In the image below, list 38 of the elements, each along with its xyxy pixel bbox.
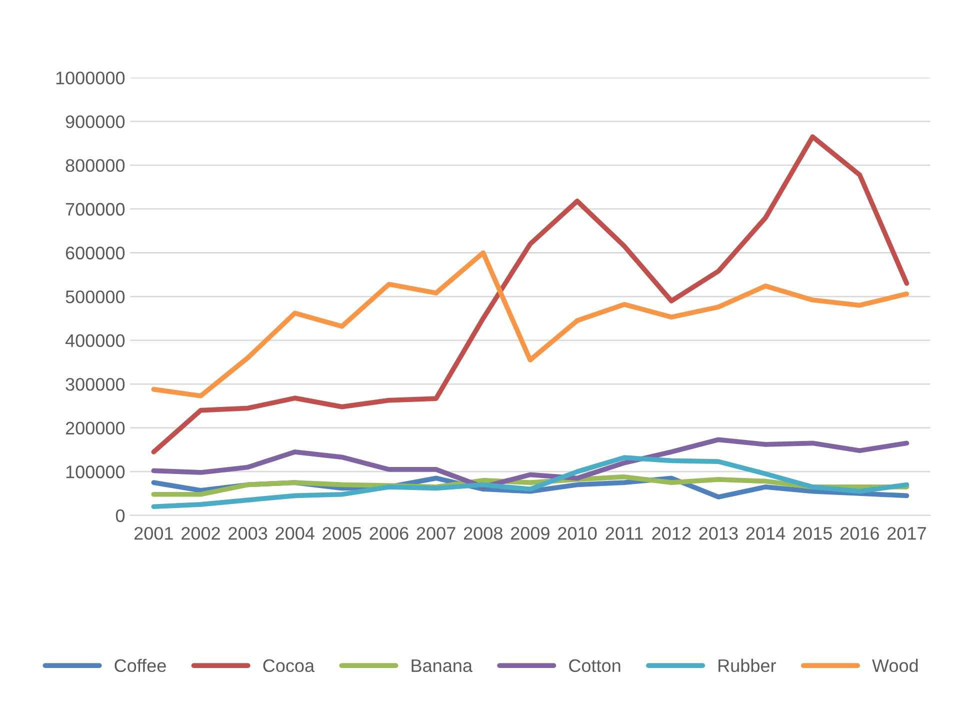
y-tick-label: 1000000	[56, 72, 125, 84]
x-tick-label: 2011	[606, 526, 643, 540]
y-tick-label: 800000	[66, 159, 125, 172]
x-tick-label: 2013	[699, 526, 738, 540]
x-tick-label: 2012	[652, 526, 691, 540]
line-series	[151, 437, 910, 490]
y-tick-label: 600000	[66, 246, 125, 260]
x-tick-label: 2014	[746, 526, 786, 540]
x-tick-label: 2001	[134, 526, 173, 540]
legend-label: Cotton	[569, 659, 620, 672]
y-tick-label: 700000	[66, 202, 125, 216]
y-tick-label: 300000	[66, 378, 125, 391]
legend-label: Cocoa	[263, 659, 315, 672]
x-tick-label: 2005	[322, 526, 362, 540]
y-tick-label: 100000	[66, 466, 125, 478]
x-tick-label: 2009	[511, 526, 550, 540]
line-series	[151, 134, 910, 454]
legend-label: Wood	[872, 658, 918, 672]
line-series	[151, 250, 910, 398]
y-tick-label: 400000	[65, 334, 125, 348]
x-tick-label: 2002	[182, 526, 220, 540]
y-tick-label: 500000	[66, 290, 125, 304]
x-tick-label: 2015	[793, 526, 832, 540]
x-tick-label: 2008	[464, 526, 502, 540]
y-tick-label: 200000	[66, 422, 125, 435]
x-tick-label: 2004	[276, 526, 314, 540]
y-tick-label: 0	[116, 509, 125, 522]
x-tick-label: 2010	[558, 526, 597, 540]
y-tick-label: 900000	[66, 115, 125, 128]
x-tick-label: 2016	[840, 526, 879, 540]
x-tick-label: 2017	[888, 526, 926, 540]
x-tick-label: 2007	[416, 526, 456, 540]
line-series	[151, 455, 910, 510]
x-tick-label: 2003	[228, 526, 268, 540]
legend-label: Rubber	[718, 658, 776, 672]
legend-label: Coffee	[114, 658, 166, 672]
legend-label: Banana	[412, 659, 472, 672]
x-tick-label: 2006	[370, 526, 408, 540]
